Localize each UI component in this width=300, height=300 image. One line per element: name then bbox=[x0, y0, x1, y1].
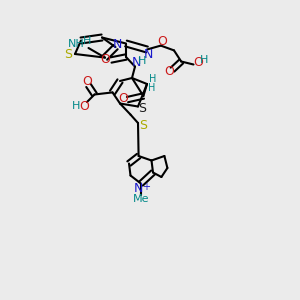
Text: H: H bbox=[200, 55, 208, 65]
Text: H: H bbox=[72, 101, 81, 111]
Text: S: S bbox=[64, 47, 72, 61]
Text: NH: NH bbox=[68, 39, 85, 49]
Text: O: O bbox=[101, 52, 110, 66]
Text: O: O bbox=[193, 56, 202, 69]
Text: O: O bbox=[164, 64, 174, 78]
Text: O: O bbox=[157, 35, 166, 48]
Text: Me: Me bbox=[133, 194, 149, 204]
Text: O: O bbox=[82, 75, 92, 88]
Text: S: S bbox=[139, 119, 147, 132]
Text: H: H bbox=[138, 56, 147, 66]
Text: H: H bbox=[148, 82, 155, 93]
Text: N: N bbox=[132, 56, 141, 70]
Text: H: H bbox=[149, 74, 156, 85]
Text: H: H bbox=[83, 35, 91, 46]
Text: S: S bbox=[138, 102, 146, 116]
Text: O: O bbox=[79, 100, 89, 113]
Text: N: N bbox=[113, 38, 123, 51]
Text: O: O bbox=[118, 92, 128, 105]
Text: N: N bbox=[133, 182, 143, 195]
Text: N: N bbox=[144, 48, 154, 61]
Text: +: + bbox=[142, 182, 150, 192]
